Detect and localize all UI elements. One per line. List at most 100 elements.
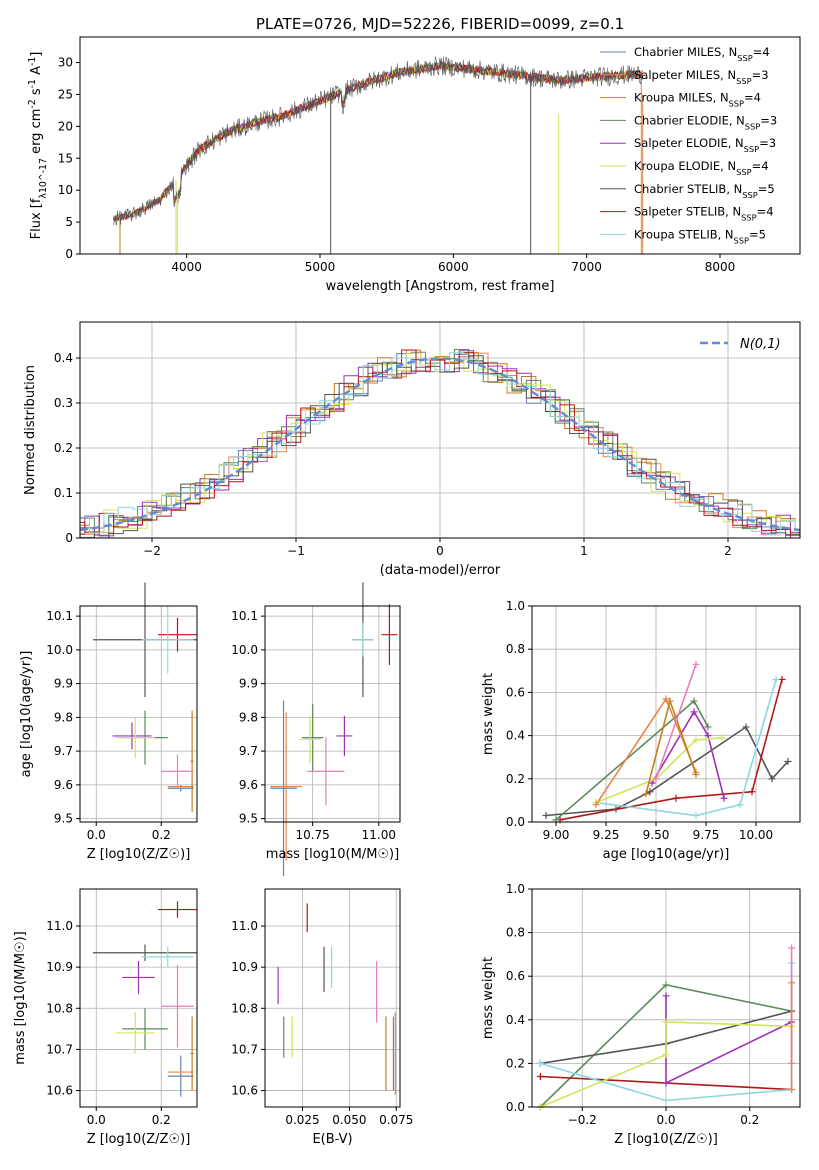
y-tick-label: 30 (58, 56, 73, 70)
gaussian-curve (80, 357, 800, 532)
x-tick-label: 6000 (438, 260, 469, 274)
x-tick-label: 0.2 (152, 1113, 171, 1127)
y-tick-label: 0.4 (54, 351, 73, 365)
weight-line (595, 679, 777, 817)
x-tick-label: 1 (580, 544, 588, 558)
y-tick-label: 9.9 (239, 677, 258, 691)
label-part: SSP (736, 76, 751, 86)
spectrum-line (112, 60, 643, 223)
y-tick-label: 0.8 (506, 642, 525, 656)
weight-marker (778, 675, 786, 683)
weight-marker (646, 788, 654, 796)
legend-label: Chabrier STELIB, NSSP=5 (634, 182, 775, 200)
y-tick-label: 0 (65, 247, 73, 261)
x-tick-label: −1 (287, 544, 305, 558)
legend-label: Kroupa STELIB, NSSP=5 (634, 227, 766, 245)
y-tick-label: 9.5 (239, 812, 258, 826)
x-tick-label: 10.00 (739, 828, 773, 842)
y-tick-label: 10.1 (231, 609, 258, 623)
weight-marker (692, 770, 700, 778)
legend-label: Chabrier ELODIE, NSSP=3 (634, 113, 777, 131)
weight-marker (742, 723, 750, 731)
legend-label: Kroupa ELODIE, NSSP=4 (634, 159, 769, 177)
y-tick-label: 9.8 (54, 710, 73, 724)
label-part: SSP (742, 190, 757, 200)
y-tick-label: 0.2 (506, 772, 525, 786)
weight-line (555, 699, 709, 821)
label-part: -1 (27, 57, 38, 66)
x-axis-label: E(B-V) (312, 1132, 352, 1147)
label-part: =5 (749, 227, 766, 241)
spectrum-line (113, 61, 643, 221)
label-part: age [log10(age/yr)] (603, 847, 730, 862)
label-part: wavelength [Angstrom, rest frame] (326, 279, 555, 294)
axes-frame (531, 605, 801, 823)
x-tick-label: 0.2 (740, 1113, 759, 1127)
y-tick-label: 1.0 (506, 882, 525, 896)
age-vs-mass-panel: 10.75 11.00 9.5 9.6 9.7 9.8 9.9 10.0 10.1 mass [l… (231, 582, 401, 876)
label-part: =4 (752, 159, 769, 173)
x-axis-label: (data-model)/error (380, 563, 501, 578)
label-part: =4 (757, 205, 774, 219)
weight-marker (672, 794, 680, 802)
x-tick-label: 0.075 (379, 1113, 413, 1127)
label-part: Flux [f (29, 198, 44, 239)
y-tick-label: 15 (58, 151, 73, 165)
y-tick-label: 10.6 (231, 1084, 258, 1098)
y-tick-label: 10.9 (46, 960, 73, 974)
y-axis-label: mass [log10(M/M☉)] (13, 931, 28, 1064)
y-tick-label: 9.6 (54, 778, 73, 792)
weight-marker (692, 812, 700, 820)
label-part: =5 (758, 182, 775, 196)
y-tick-label: 0.2 (54, 441, 73, 455)
y-tick-label: 0.4 (506, 1013, 525, 1027)
label-part: erg cm (29, 109, 44, 158)
y-axis-label: age [log10(age/yr)] (19, 651, 34, 778)
y-tick-label: 0.6 (506, 969, 525, 983)
spectrum-line (112, 61, 643, 222)
y-tick-label: 1.0 (506, 599, 525, 613)
y-tick-label: 10.8 (231, 1001, 258, 1015)
legend-label: N(0,1) (740, 337, 781, 352)
spectrum-panel: 4000 5000 6000 7000 8000 0 5 10 15 20 25 30 waveleng… (27, 36, 801, 294)
y-tick-label: 9.7 (239, 744, 258, 758)
label-part: mass [log10(M/M☉)] (13, 931, 28, 1064)
label-part: =3 (752, 68, 769, 82)
label-part: SSP (745, 121, 760, 131)
label-part: Chabrier MILES, N (634, 45, 737, 59)
label-part: =3 (760, 113, 777, 127)
x-axis-label: wavelength [Angstrom, rest frame] (326, 279, 555, 294)
spectrum-line (112, 61, 643, 222)
legend-label: Kroupa MILES, NSSP=4 (634, 91, 761, 109)
x-axis-label: Z [log10(Z/Z☉)] (614, 1132, 718, 1147)
label-part: =3 (759, 136, 776, 150)
legend-label: Salpeter ELODIE, NSSP=3 (634, 136, 776, 154)
x-tick-label: 9.50 (643, 828, 670, 842)
label-part: Salpeter ELODIE, N (634, 136, 744, 150)
label-part: SSP (744, 144, 759, 154)
y-tick-label: 10.7 (46, 1042, 73, 1056)
x-tick-label: 0.050 (332, 1113, 366, 1127)
y-tick-label: 0 (65, 531, 73, 545)
x-tick-label: −0.2 (568, 1113, 597, 1127)
x-tick-label: 0 (436, 544, 444, 558)
x-tick-label: 0.0 (87, 1113, 106, 1127)
weight-marker (592, 801, 600, 809)
weight-marker (536, 1072, 544, 1080)
histogram-line (80, 350, 800, 537)
y-tick-label: 10.0 (231, 643, 258, 657)
weight-marker (662, 695, 670, 703)
y-tick-label: 0.0 (506, 815, 525, 829)
label-part: Normed distribution (23, 365, 38, 495)
label-part: Chabrier ELODIE, N (634, 113, 745, 127)
label-part: Chabrier STELIB, N (634, 182, 742, 196)
axes-frame (79, 605, 198, 823)
weight-marker (704, 732, 712, 740)
axes-frame (79, 888, 198, 1108)
label-part: Kroupa ELODIE, N (634, 159, 736, 173)
residual-plot (80, 349, 800, 538)
x-tick-label: 0.2 (152, 828, 171, 842)
weight-marker (772, 675, 780, 683)
mass-vs-metallicity-panel: 0.0 0.2 10.6 10.7 10.8 10.9 11.0 Z [log10(Z/Z☉)… (13, 888, 198, 1147)
weight-marker (662, 1079, 670, 1087)
